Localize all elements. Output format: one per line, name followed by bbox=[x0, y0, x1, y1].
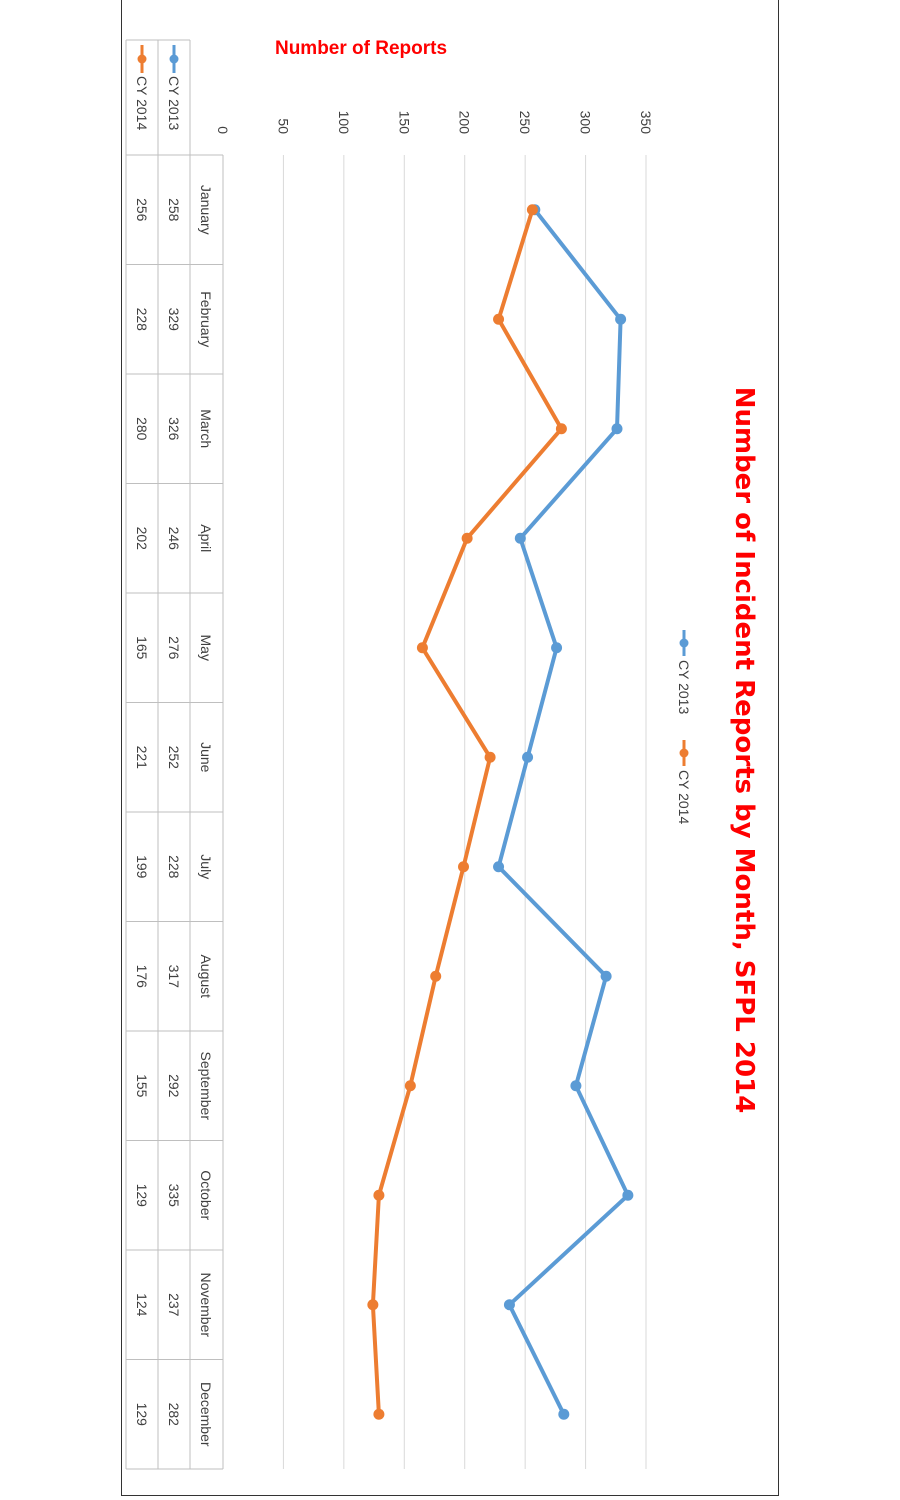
data-point bbox=[430, 970, 442, 982]
table-header-cell: March bbox=[198, 409, 214, 448]
table-value-cell: 176 bbox=[134, 965, 150, 989]
data-point bbox=[503, 1299, 515, 1311]
table-header-cell: April bbox=[198, 524, 214, 552]
data-point bbox=[622, 1189, 634, 1201]
data-point bbox=[373, 1408, 385, 1420]
series-lines bbox=[367, 204, 634, 1420]
table-value-cell: 335 bbox=[166, 1184, 182, 1208]
data-point bbox=[373, 1189, 385, 1201]
table-value-cell: 317 bbox=[166, 965, 182, 989]
table-legend-marker bbox=[137, 54, 147, 64]
table-header-cell: February bbox=[198, 291, 214, 347]
chart-title: Number of Incident Reports by Month, SFP… bbox=[729, 387, 759, 1114]
data-point bbox=[416, 642, 428, 654]
table-header-cell: July bbox=[198, 854, 214, 879]
table-header-cell: December bbox=[198, 1382, 214, 1447]
legend: CY 2013 CY 2014 bbox=[676, 630, 692, 824]
table-header-cell: January bbox=[198, 185, 214, 235]
legend-label: CY 2014 bbox=[676, 770, 692, 824]
table-value-cell: 124 bbox=[134, 1293, 150, 1317]
data-point bbox=[514, 532, 526, 544]
data-point bbox=[458, 861, 470, 873]
table-value-cell: 276 bbox=[166, 636, 182, 660]
data-point bbox=[611, 423, 623, 435]
table-value-cell: 280 bbox=[134, 417, 150, 441]
table-header-cell: August bbox=[198, 954, 214, 998]
table-value-cell: 252 bbox=[166, 746, 182, 770]
y-tick-label: 300 bbox=[578, 111, 594, 135]
data-point bbox=[570, 1080, 582, 1092]
table-header-cell: September bbox=[198, 1052, 214, 1121]
y-tick-label: 150 bbox=[396, 111, 412, 135]
data-point bbox=[493, 313, 505, 325]
table-header-cell: May bbox=[198, 635, 214, 661]
y-axis-label: Number of Reports bbox=[275, 38, 447, 59]
data-point bbox=[522, 751, 534, 763]
data-point bbox=[367, 1299, 379, 1311]
table-legend-marker bbox=[169, 54, 179, 64]
table-value-cell: 292 bbox=[166, 1074, 182, 1098]
table-value-cell: 228 bbox=[134, 308, 150, 332]
gridlines bbox=[222, 155, 647, 1469]
table-value-cell: 256 bbox=[134, 198, 150, 222]
table-value-cell: 202 bbox=[134, 527, 150, 551]
y-tick-label: 50 bbox=[275, 118, 291, 134]
y-tick-label: 350 bbox=[638, 111, 654, 135]
table-value-cell: 329 bbox=[166, 308, 182, 332]
data-point bbox=[555, 423, 567, 435]
chart-frame bbox=[121, 0, 779, 1496]
table-value-cell: 228 bbox=[166, 855, 182, 879]
data-point bbox=[484, 751, 496, 763]
series-line bbox=[496, 207, 630, 1417]
table-value-cell: 246 bbox=[166, 527, 182, 551]
table-value-cell: 282 bbox=[166, 1403, 182, 1427]
table-header-cell: June bbox=[198, 742, 214, 773]
y-axis-ticks: 0 50 100 150 200 250 300 350 bbox=[215, 111, 654, 135]
table-value-cell: 155 bbox=[134, 1074, 150, 1098]
table-value-cell: 221 bbox=[134, 746, 150, 770]
table-value-cell: 326 bbox=[166, 417, 182, 441]
legend-marker bbox=[679, 748, 689, 758]
table-header-cell: October bbox=[198, 1170, 214, 1220]
legend-marker bbox=[679, 638, 689, 648]
table-header-cell: November bbox=[198, 1272, 214, 1337]
y-tick-label: 0 bbox=[215, 126, 231, 134]
data-point bbox=[493, 861, 505, 873]
table-value-cell: 237 bbox=[166, 1293, 182, 1317]
y-tick-label: 250 bbox=[517, 111, 533, 135]
data-point bbox=[551, 642, 563, 654]
legend-label: CY 2013 bbox=[676, 660, 692, 714]
data-point bbox=[558, 1408, 570, 1420]
data-table: January February March April May June July Augu… bbox=[125, 39, 224, 1470]
y-tick-label: 100 bbox=[336, 111, 352, 135]
data-point bbox=[404, 1080, 416, 1092]
table-value-cell: 258 bbox=[166, 198, 182, 222]
series-line bbox=[370, 207, 564, 1417]
data-point bbox=[526, 204, 538, 216]
table-row-label: CY 2013 bbox=[166, 76, 182, 130]
data-point bbox=[600, 970, 612, 982]
table-value-cell: 129 bbox=[134, 1403, 150, 1427]
data-point bbox=[615, 313, 627, 325]
y-tick-label: 200 bbox=[457, 111, 473, 135]
table-row-label: CY 2014 bbox=[134, 76, 150, 130]
data-point bbox=[461, 532, 473, 544]
table-value-cell: 129 bbox=[134, 1184, 150, 1208]
table-value-cell: 165 bbox=[134, 636, 150, 660]
table-value-cell: 199 bbox=[134, 855, 150, 879]
